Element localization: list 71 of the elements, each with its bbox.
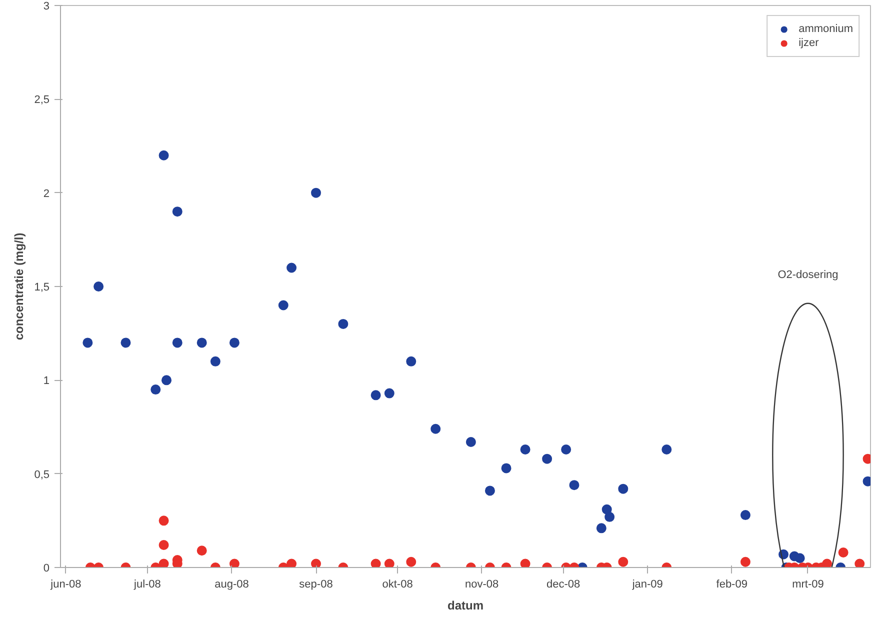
x-tick-label: jun-08 <box>50 578 82 590</box>
point <box>618 556 628 567</box>
point <box>520 558 530 568</box>
point <box>569 480 580 490</box>
point <box>384 388 394 398</box>
point <box>596 523 606 534</box>
point <box>311 188 322 198</box>
x-tick-label: aug-08 <box>214 578 249 590</box>
point <box>311 558 322 568</box>
x-tick-label: jul-08 <box>133 578 161 590</box>
point <box>662 444 672 454</box>
x-tick-label: okt-08 <box>382 578 413 590</box>
point <box>286 262 297 273</box>
point <box>196 546 207 556</box>
x-tick-label: nov-08 <box>464 578 499 590</box>
point <box>94 282 104 292</box>
point <box>384 558 394 568</box>
annotation: O2-dosering <box>778 268 838 281</box>
point <box>229 338 240 348</box>
y-tick-label: 2,5 <box>34 94 50 106</box>
x-tick-label: dec-08 <box>546 578 580 590</box>
point <box>286 558 297 568</box>
y-tick-label: 0 <box>43 562 50 574</box>
point <box>794 553 805 564</box>
point <box>162 375 172 386</box>
point <box>370 390 381 400</box>
point <box>740 510 750 520</box>
point <box>466 436 476 447</box>
point <box>210 356 220 366</box>
point <box>484 486 495 496</box>
point <box>854 558 865 568</box>
point <box>604 512 615 522</box>
legend-label: ammonium <box>798 22 853 36</box>
point <box>740 556 750 567</box>
point <box>406 356 416 366</box>
point <box>338 318 348 329</box>
y-tick-label: 3 <box>43 0 50 12</box>
point <box>278 300 288 310</box>
point <box>172 206 182 217</box>
point <box>406 556 416 567</box>
point <box>520 444 530 454</box>
point <box>150 384 161 395</box>
x-tick-label: feb-09 <box>716 578 748 590</box>
x-axis-title: datum <box>448 598 484 612</box>
point <box>370 558 381 568</box>
point <box>229 558 240 568</box>
point <box>838 548 848 558</box>
point <box>430 424 441 434</box>
y-axis-title: concentratie (mg/l) <box>12 232 26 340</box>
y-tick-label: 1,5 <box>34 282 50 294</box>
point <box>542 454 552 464</box>
point <box>618 484 628 494</box>
point <box>196 338 207 348</box>
point <box>602 504 612 514</box>
y-tick-label: 1 <box>43 375 50 388</box>
x-tick-label: sep-08 <box>299 578 333 590</box>
point <box>501 463 512 474</box>
point <box>158 516 169 526</box>
y-tick-label: 0,5 <box>34 468 50 481</box>
legend-label: ijzer <box>798 36 819 50</box>
point <box>158 558 169 568</box>
point <box>158 150 169 160</box>
x-tick-label: jan-09 <box>631 578 663 590</box>
y-tick-label: 2 <box>43 188 50 200</box>
x-tick-label: mrt-09 <box>792 578 824 590</box>
point <box>822 558 832 568</box>
point <box>82 338 93 348</box>
point <box>172 338 182 348</box>
point <box>120 338 131 348</box>
point <box>561 444 572 454</box>
point <box>158 540 169 550</box>
